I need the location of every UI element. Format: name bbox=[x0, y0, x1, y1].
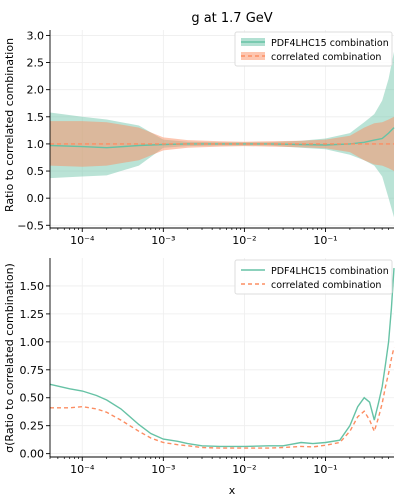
y-tick-label: 2.0 bbox=[27, 84, 45, 97]
series-lines bbox=[49, 268, 395, 449]
legend: PDF4LHC15 combination correlated combinat… bbox=[234, 31, 393, 67]
chart-title: g at 1.7 GeV bbox=[191, 11, 272, 26]
y-tick-label: 1.5 bbox=[27, 111, 45, 124]
y-tick-label: 2.5 bbox=[27, 57, 45, 70]
y-tick-label: 1.25 bbox=[20, 308, 45, 321]
y-tick-label: 0.75 bbox=[20, 364, 45, 377]
x-tick-label: 10⁻³ bbox=[151, 234, 175, 247]
axes: −0.5 0.0 0.5 1.0 1.5 2.0 2.5 3.0 10⁻⁴ 10⁻³ 10⁻² 10⁻… bbox=[17, 29, 394, 247]
x-tick-label: 10⁻² bbox=[232, 234, 256, 247]
y-axis-label: Ratio to correlated combination bbox=[3, 38, 16, 212]
y-tick-label: 0.00 bbox=[20, 448, 45, 461]
legend-label: correlated combination bbox=[271, 280, 381, 291]
legend-swatch bbox=[241, 52, 265, 60]
series-lines bbox=[49, 127, 395, 149]
legend: PDF4LHC15 combination correlated combinat… bbox=[234, 259, 393, 295]
y-tick-label: 3.0 bbox=[27, 29, 45, 42]
axes: 0.00 0.25 0.50 0.75 1.00 1.25 1.50 10⁻⁴ 10⁻³ 10⁻²… bbox=[20, 258, 394, 476]
y-tick-label: 0.50 bbox=[20, 392, 45, 405]
y-axis-label: σ(Ratio to correlated combination) bbox=[3, 263, 16, 453]
x-tick-label: 10⁻¹ bbox=[313, 463, 337, 476]
y-tick-label: 1.0 bbox=[27, 138, 45, 151]
legend-box bbox=[234, 259, 393, 295]
top-panel: g at 1.7 GeV Ratio to correlated combina… bbox=[3, 11, 395, 247]
x-axis-label: x bbox=[229, 484, 236, 497]
y-tick-label: 0.25 bbox=[20, 420, 45, 433]
uncertainty-bands bbox=[50, 51, 394, 218]
legend-label: correlated combination bbox=[271, 52, 381, 63]
bottom-panel: σ(Ratio to correlated combination) x 0.0… bbox=[3, 258, 395, 497]
x-tick-label: 10⁻¹ bbox=[313, 234, 337, 247]
y-tick-label: 1.50 bbox=[20, 280, 45, 293]
x-tick-label: 10⁻⁴ bbox=[70, 463, 95, 476]
legend-label: PDF4LHC15 combination bbox=[271, 38, 389, 49]
x-tick-label: 10⁻⁴ bbox=[70, 234, 95, 247]
y-tick-label: 1.00 bbox=[20, 336, 45, 349]
x-tick-label: 10⁻³ bbox=[151, 463, 175, 476]
legend-box bbox=[234, 31, 393, 67]
series-line-pdf4lhc15 bbox=[49, 268, 395, 448]
x-tick-label: 10⁻² bbox=[232, 463, 256, 476]
series-line-correlated bbox=[50, 347, 395, 449]
y-tick-label: −0.5 bbox=[17, 219, 44, 232]
y-tick-label: 0.5 bbox=[27, 165, 45, 178]
legend-label: PDF4LHC15 combination bbox=[271, 266, 389, 277]
y-tick-label: 0.0 bbox=[27, 192, 45, 205]
